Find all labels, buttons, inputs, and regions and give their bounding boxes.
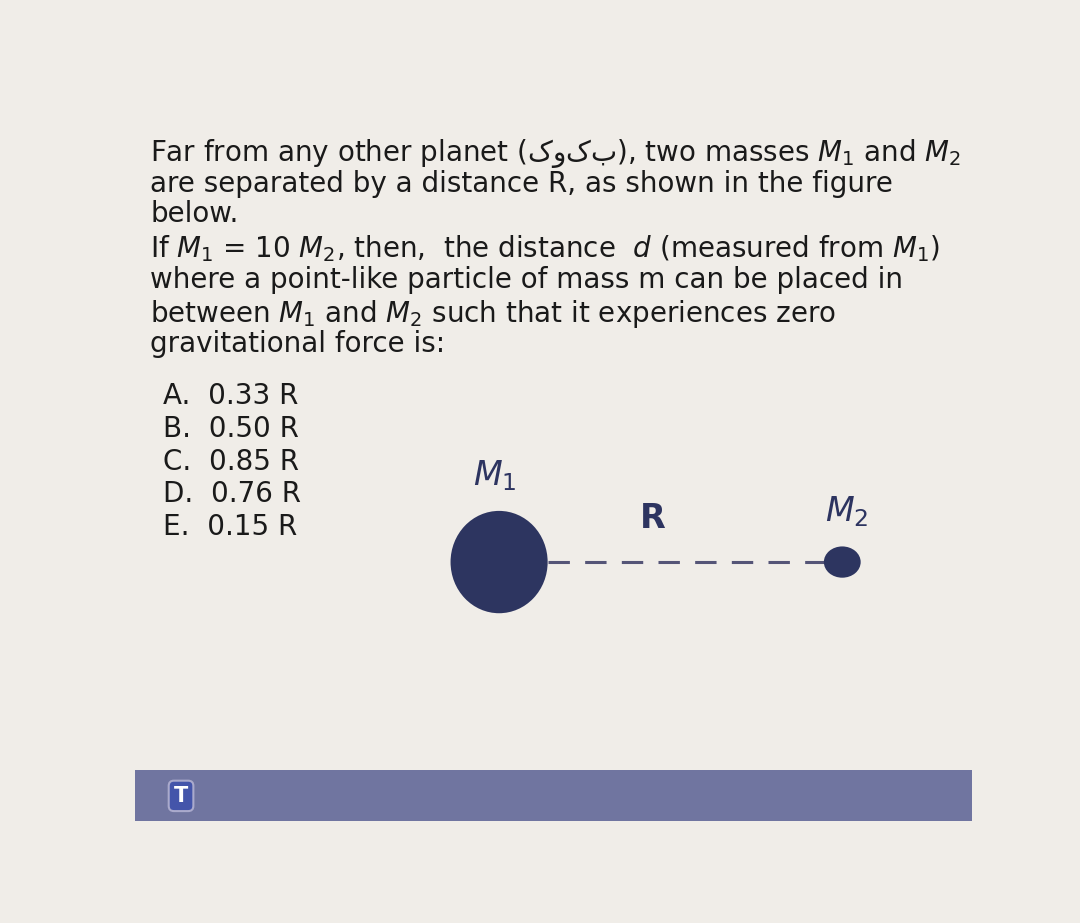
Text: $M_1$: $M_1$ xyxy=(473,459,516,493)
Text: E.  0.15 R: E. 0.15 R xyxy=(163,513,297,541)
Text: C.  0.85 R: C. 0.85 R xyxy=(163,448,299,475)
Circle shape xyxy=(824,546,861,578)
Text: D.  0.76 R: D. 0.76 R xyxy=(163,480,300,509)
Text: Far from any other planet (کوکب), two masses $M_1$ and $M_2$: Far from any other planet (کوکب), two ma… xyxy=(150,137,961,170)
Ellipse shape xyxy=(450,511,548,613)
Text: below.: below. xyxy=(150,200,239,228)
Text: R: R xyxy=(639,502,665,535)
Text: B.  0.50 R: B. 0.50 R xyxy=(163,415,298,443)
Text: T: T xyxy=(174,785,188,806)
Text: $M_2$: $M_2$ xyxy=(825,494,868,529)
Text: where a point-like particle of mass m can be placed in: where a point-like particle of mass m ca… xyxy=(150,266,903,294)
Bar xyxy=(135,771,972,821)
Text: are separated by a distance R, as shown in the figure: are separated by a distance R, as shown … xyxy=(150,171,893,198)
Text: between $M_1$ and $M_2$ such that it experiences zero: between $M_1$ and $M_2$ such that it exp… xyxy=(150,298,836,330)
Text: gravitational force is:: gravitational force is: xyxy=(150,330,445,357)
Text: If $M_1$ = 10 $M_2$, then,  the distance  $d$ (measured from $M_1$): If $M_1$ = 10 $M_2$, then, the distance … xyxy=(150,233,940,264)
Text: A.  0.33 R: A. 0.33 R xyxy=(163,382,298,410)
